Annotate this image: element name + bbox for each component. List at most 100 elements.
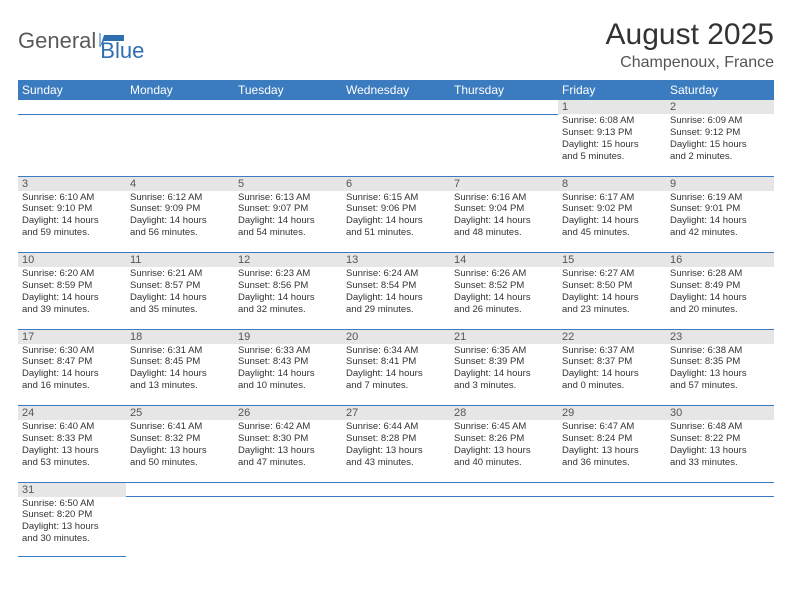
day-info-cell: Sunrise: 6:42 AMSunset: 8:30 PMDaylight:… [234,420,342,482]
day-number-cell: 7 [450,176,558,191]
daylight-text: and 33 minutes. [670,457,770,469]
day-info: Sunrise: 6:12 AMSunset: 9:09 PMDaylight:… [130,192,230,240]
logo: General Blue [18,18,144,64]
daylight-text: and 45 minutes. [562,227,662,239]
day-info-cell: Sunrise: 6:27 AMSunset: 8:50 PMDaylight:… [558,267,666,329]
day-info: Sunrise: 6:17 AMSunset: 9:02 PMDaylight:… [562,192,662,240]
day-info: Sunrise: 6:19 AMSunset: 9:01 PMDaylight:… [670,192,770,240]
sunrise-text: Sunrise: 6:20 AM [22,268,122,280]
day-info: Sunrise: 6:31 AMSunset: 8:45 PMDaylight:… [130,345,230,393]
sunrise-text: Sunrise: 6:42 AM [238,421,338,433]
daylight-text: and 54 minutes. [238,227,338,239]
day-info: Sunrise: 6:34 AMSunset: 8:41 PMDaylight:… [346,345,446,393]
day-info-cell [126,497,234,557]
day-number-cell: 24 [18,406,126,421]
daylight-text: and 57 minutes. [670,380,770,392]
weekday-header: Sunday [18,80,126,100]
daylight-text: Daylight: 14 hours [130,215,230,227]
day-info: Sunrise: 6:35 AMSunset: 8:39 PMDaylight:… [454,345,554,393]
daylight-text: and 2 minutes. [670,151,770,163]
day-info-cell [666,497,774,557]
sunrise-text: Sunrise: 6:09 AM [670,115,770,127]
day-info: Sunrise: 6:08 AMSunset: 9:13 PMDaylight:… [562,115,662,163]
weekday-header: Friday [558,80,666,100]
daylight-text: Daylight: 14 hours [454,368,554,380]
day-number-cell: 21 [450,329,558,344]
day-info-cell: Sunrise: 6:40 AMSunset: 8:33 PMDaylight:… [18,420,126,482]
sunset-text: Sunset: 9:10 PM [22,203,122,215]
sunrise-text: Sunrise: 6:34 AM [346,345,446,357]
daylight-text: Daylight: 14 hours [346,368,446,380]
day-info-row: Sunrise: 6:08 AMSunset: 9:13 PMDaylight:… [18,114,774,176]
day-info-cell [18,114,126,176]
daylight-text: and 32 minutes. [238,304,338,316]
day-info-cell: Sunrise: 6:33 AMSunset: 8:43 PMDaylight:… [234,344,342,406]
day-number-row: 17181920212223 [18,329,774,344]
daylight-text: Daylight: 13 hours [346,445,446,457]
day-info-cell: Sunrise: 6:24 AMSunset: 8:54 PMDaylight:… [342,267,450,329]
day-number-cell: 29 [558,406,666,421]
day-number-cell: 9 [666,176,774,191]
sunset-text: Sunset: 8:32 PM [130,433,230,445]
day-info-cell: Sunrise: 6:45 AMSunset: 8:26 PMDaylight:… [450,420,558,482]
daylight-text: and 51 minutes. [346,227,446,239]
daylight-text: and 59 minutes. [22,227,122,239]
daylight-text: Daylight: 14 hours [670,215,770,227]
day-info-cell [450,497,558,557]
daylight-text: Daylight: 13 hours [670,368,770,380]
sunset-text: Sunset: 8:39 PM [454,356,554,368]
sunset-text: Sunset: 8:47 PM [22,356,122,368]
weekday-header: Wednesday [342,80,450,100]
day-number-cell: 8 [558,176,666,191]
day-info: Sunrise: 6:13 AMSunset: 9:07 PMDaylight:… [238,192,338,240]
day-info: Sunrise: 6:44 AMSunset: 8:28 PMDaylight:… [346,421,446,469]
day-info: Sunrise: 6:27 AMSunset: 8:50 PMDaylight:… [562,268,662,316]
sunrise-text: Sunrise: 6:08 AM [562,115,662,127]
sunset-text: Sunset: 9:02 PM [562,203,662,215]
day-info: Sunrise: 6:40 AMSunset: 8:33 PMDaylight:… [22,421,122,469]
day-number-row: 12 [18,100,774,114]
day-info-cell: Sunrise: 6:19 AMSunset: 9:01 PMDaylight:… [666,191,774,253]
day-info: Sunrise: 6:45 AMSunset: 8:26 PMDaylight:… [454,421,554,469]
weekday-header: Thursday [450,80,558,100]
day-number-cell: 12 [234,253,342,268]
day-info-cell: Sunrise: 6:38 AMSunset: 8:35 PMDaylight:… [666,344,774,406]
day-number-cell: 26 [234,406,342,421]
title-block: August 2025 Champenoux, France [606,18,774,72]
day-info-cell [342,497,450,557]
daylight-text: Daylight: 14 hours [22,368,122,380]
sunrise-text: Sunrise: 6:13 AM [238,192,338,204]
daylight-text: and 47 minutes. [238,457,338,469]
day-info: Sunrise: 6:10 AMSunset: 9:10 PMDaylight:… [22,192,122,240]
sunrise-text: Sunrise: 6:38 AM [670,345,770,357]
day-info-cell: Sunrise: 6:28 AMSunset: 8:49 PMDaylight:… [666,267,774,329]
day-info-row: Sunrise: 6:40 AMSunset: 8:33 PMDaylight:… [18,420,774,482]
day-info: Sunrise: 6:16 AMSunset: 9:04 PMDaylight:… [454,192,554,240]
day-info: Sunrise: 6:20 AMSunset: 8:59 PMDaylight:… [22,268,122,316]
sunset-text: Sunset: 8:45 PM [130,356,230,368]
sunrise-text: Sunrise: 6:47 AM [562,421,662,433]
daylight-text: Daylight: 14 hours [22,292,122,304]
day-number-cell: 5 [234,176,342,191]
sunset-text: Sunset: 8:33 PM [22,433,122,445]
daylight-text: Daylight: 14 hours [562,368,662,380]
sunset-text: Sunset: 8:56 PM [238,280,338,292]
daylight-text: Daylight: 14 hours [238,368,338,380]
day-number-cell [234,482,342,497]
sunrise-text: Sunrise: 6:48 AM [670,421,770,433]
day-info: Sunrise: 6:24 AMSunset: 8:54 PMDaylight:… [346,268,446,316]
day-info-row: Sunrise: 6:10 AMSunset: 9:10 PMDaylight:… [18,191,774,253]
day-number-cell: 3 [18,176,126,191]
day-info-cell: Sunrise: 6:26 AMSunset: 8:52 PMDaylight:… [450,267,558,329]
day-number-cell [234,100,342,114]
day-number-cell: 10 [18,253,126,268]
day-number-row: 24252627282930 [18,406,774,421]
day-info-cell: Sunrise: 6:34 AMSunset: 8:41 PMDaylight:… [342,344,450,406]
sunset-text: Sunset: 8:26 PM [454,433,554,445]
day-number-cell [18,100,126,114]
day-info-cell: Sunrise: 6:15 AMSunset: 9:06 PMDaylight:… [342,191,450,253]
daylight-text: Daylight: 13 hours [22,521,122,533]
day-info-cell: Sunrise: 6:10 AMSunset: 9:10 PMDaylight:… [18,191,126,253]
day-info-row: Sunrise: 6:20 AMSunset: 8:59 PMDaylight:… [18,267,774,329]
daylight-text: Daylight: 13 hours [238,445,338,457]
